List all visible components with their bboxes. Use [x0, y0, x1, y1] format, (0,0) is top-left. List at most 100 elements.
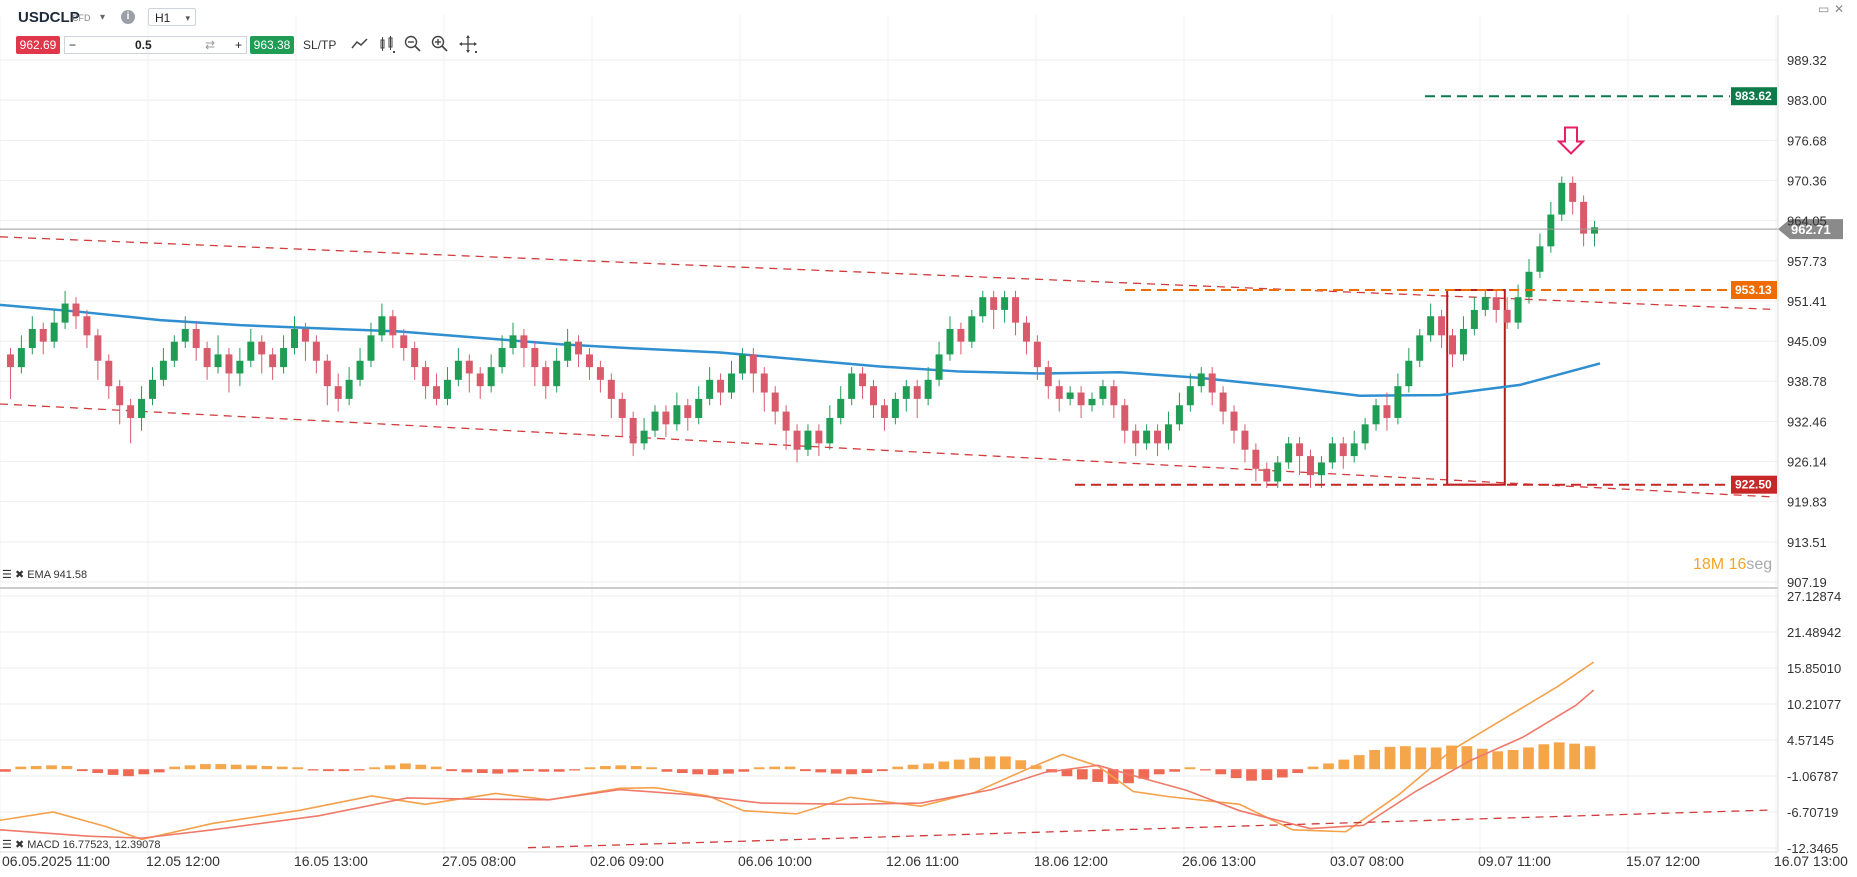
candle-body — [367, 335, 375, 361]
candle-body — [28, 328, 36, 349]
price-tick-label: 913.51 — [1787, 535, 1827, 550]
settings-icon[interactable]: ☰ — [2, 569, 12, 581]
swap-icon[interactable]: ⇄ — [205, 38, 216, 52]
macd-histogram-bar — [153, 769, 165, 773]
macd-legend[interactable]: ☰ ✖ MACD 16.77523, 12.39078 — [2, 838, 161, 851]
price-tick-label: 938.78 — [1787, 374, 1827, 389]
candle-body — [826, 417, 834, 444]
candle-body — [356, 360, 364, 380]
candle-body — [17, 348, 25, 368]
timeframe-value: H1 — [155, 11, 171, 25]
countdown-minutes: 18 — [1693, 556, 1711, 573]
remove-indicator-icon[interactable]: ✖ — [14, 839, 25, 851]
take-profit-label-bg — [1731, 87, 1777, 106]
candle-body — [1241, 430, 1249, 450]
candle-body — [1022, 322, 1030, 342]
macd-histogram-bar — [1292, 769, 1304, 774]
macd-label: MACD 16.77523, 12.39078 — [27, 839, 161, 851]
macd-histogram-bar — [1123, 769, 1134, 784]
settings-icon[interactable]: ☰ — [2, 839, 12, 851]
candle-body — [487, 367, 495, 387]
macd-histogram-bar — [446, 769, 457, 772]
candle-body — [1438, 316, 1446, 336]
trading-toolbar: USDCLP CFD ▾ i H1 ▾ 962.69 − 0.5 ⇄ + 963… — [0, 0, 700, 60]
timeframe-select[interactable]: H1 ▾ — [148, 8, 196, 26]
current-price-label: 962.71 — [1791, 222, 1831, 237]
resistance-label: 953.13 — [1735, 283, 1772, 297]
candle-body — [837, 398, 845, 418]
close-icon[interactable]: ✕ — [1834, 2, 1845, 16]
macd-histogram-bar — [1323, 763, 1334, 770]
macd-histogram-bar — [907, 764, 919, 770]
candle-body — [400, 335, 408, 349]
time-tick-label: 18.06 12:00 — [1034, 853, 1108, 869]
quantity-value[interactable]: 0.5 — [135, 38, 152, 52]
take-profit-label: 983.62 — [1735, 89, 1772, 103]
candle-body — [1591, 227, 1599, 234]
candle-body — [542, 367, 550, 387]
macd-histogram-bar — [738, 769, 750, 772]
countdown-seconds: 16 — [1728, 556, 1747, 573]
macd-histogram-bar — [661, 769, 673, 772]
macd-tick-label: 10.21077 — [1787, 697, 1841, 712]
sltp-button[interactable]: SL/TP — [303, 38, 337, 52]
sell-button[interactable]: 962.69 — [16, 36, 60, 54]
macd-panel — [0, 661, 1771, 849]
candle-body — [695, 398, 703, 418]
macd-histogram-bar — [861, 769, 873, 774]
macd-histogram-bar — [600, 765, 611, 770]
macd-histogram-bar — [1569, 743, 1580, 770]
candle-body — [1110, 386, 1118, 406]
price-tick-label: 926.14 — [1787, 455, 1827, 470]
macd-histogram-bar — [1276, 769, 1288, 778]
remove-indicator-icon[interactable]: ✖ — [14, 569, 25, 581]
quantity-decrease-button[interactable]: − — [69, 38, 77, 52]
candle-body — [640, 430, 648, 444]
macd-histogram-bar — [1430, 747, 1442, 770]
candle-body — [553, 360, 561, 387]
quantity-stepper[interactable]: − 0.5 ⇄ + — [64, 36, 247, 54]
candle-body — [902, 386, 910, 399]
candle-countdown: 18M 16seg — [1693, 556, 1772, 574]
zoom-in-icon[interactable] — [430, 34, 450, 54]
candle-body — [214, 354, 222, 368]
candle-body — [269, 354, 277, 368]
chevron-down-icon[interactable]: ▾ — [100, 12, 106, 23]
time-tick-label: 06.05.2025 11:00 — [2, 853, 110, 869]
candle-body — [181, 328, 189, 342]
macd-histogram-bar — [784, 766, 796, 770]
candle-body — [1121, 405, 1129, 431]
candle-body — [848, 373, 856, 399]
candle-body — [891, 398, 899, 418]
candle-body — [1328, 443, 1336, 463]
candle-body — [596, 367, 604, 380]
macd-tick-label: -1.06787 — [1787, 769, 1838, 784]
macd-histogram-bar — [92, 769, 104, 774]
macd-histogram-bar — [61, 765, 73, 770]
ema-legend[interactable]: ☰ ✖ EMA 941.58 — [2, 568, 87, 581]
symbol-name[interactable]: USDCLP — [18, 9, 80, 26]
macd-histogram-bar — [1215, 769, 1227, 775]
zoom-out-icon[interactable] — [403, 34, 423, 54]
candle-body — [1208, 373, 1216, 393]
candle-body — [1536, 246, 1544, 272]
candle-body — [979, 297, 987, 317]
candle-body — [1296, 443, 1304, 457]
macd-histogram-bar — [830, 769, 842, 774]
restore-icon[interactable]: ▭ — [1818, 2, 1830, 16]
macd-histogram-bar — [76, 769, 88, 772]
quantity-increase-button[interactable]: + — [234, 38, 242, 52]
buy-button[interactable]: 963.38 — [250, 36, 294, 54]
macd-histogram-bar — [1030, 765, 1042, 770]
candle-body — [1427, 316, 1435, 336]
candle-body — [629, 417, 637, 444]
candles-icon[interactable] — [377, 34, 397, 54]
candle-body — [389, 316, 397, 336]
macd-histogram-bar — [261, 765, 273, 770]
info-icon[interactable]: i — [121, 10, 135, 24]
candle-body — [236, 360, 244, 374]
candle-body — [127, 405, 135, 418]
crosshair-icon[interactable] — [458, 34, 478, 54]
line-chart-icon[interactable] — [350, 34, 370, 54]
